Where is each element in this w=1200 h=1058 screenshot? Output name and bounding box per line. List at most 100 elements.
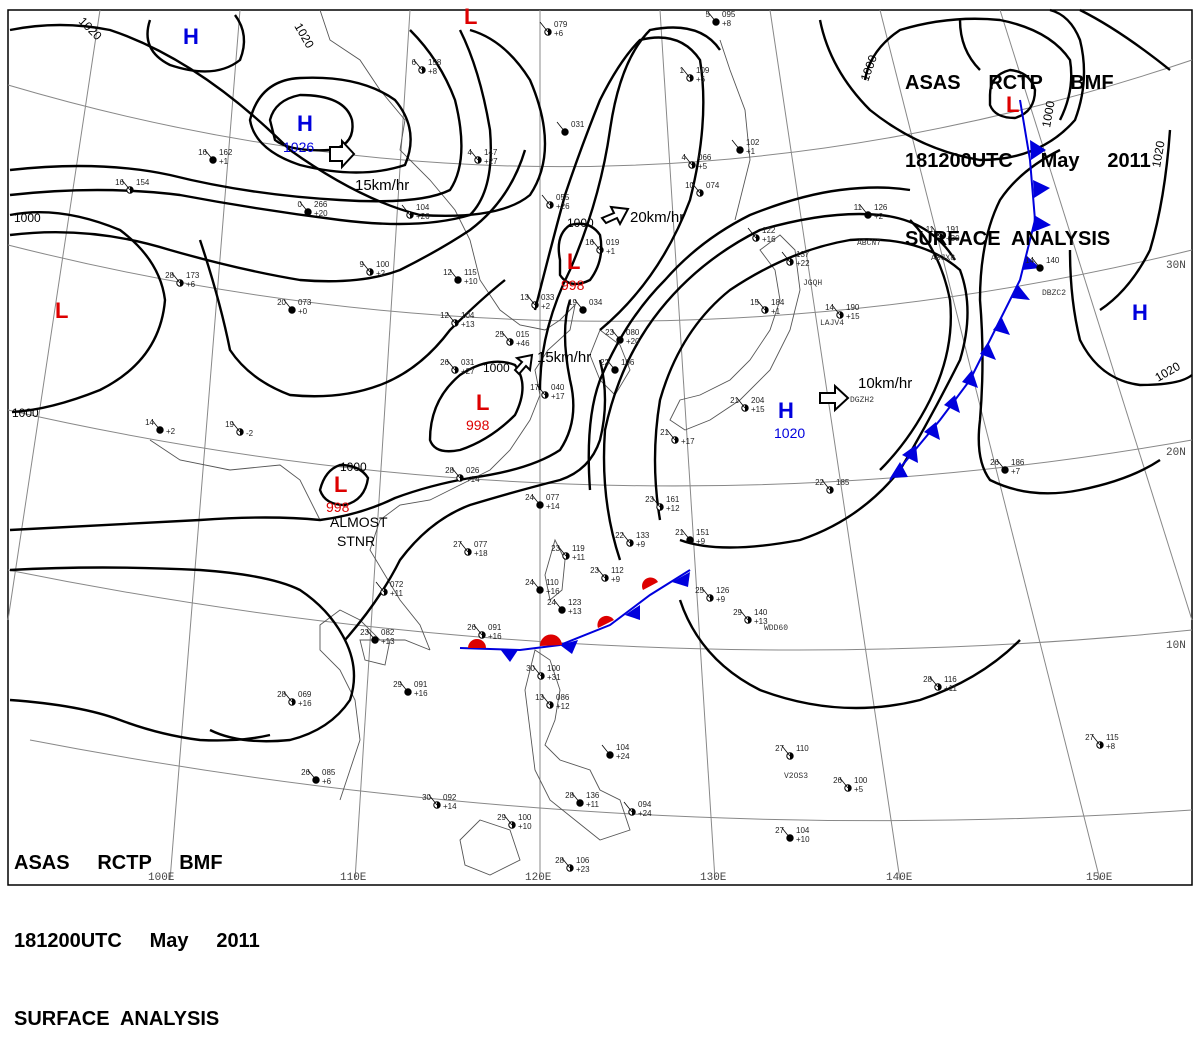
wind-barb bbox=[553, 599, 563, 611]
ship-id: WDD60 bbox=[764, 624, 788, 633]
station-plot: 25 015+46 bbox=[495, 330, 530, 348]
station-plot: 072+11 bbox=[375, 580, 404, 598]
station-cloud-cover bbox=[548, 28, 552, 36]
meridian-160e bbox=[999, 9, 1193, 621]
high-center-1026-value: 1026 bbox=[283, 139, 314, 155]
station-temp: 28 bbox=[445, 466, 454, 475]
station-tendency: +46 bbox=[516, 339, 530, 348]
ship-id: DBZC2 bbox=[1042, 289, 1066, 298]
station-temp: 25 bbox=[695, 586, 704, 595]
station-pressure: 109 bbox=[696, 66, 710, 75]
station-plot: 9 100+2 bbox=[360, 260, 390, 278]
station-cloud-cover bbox=[213, 156, 217, 164]
station-pressure: 161 bbox=[666, 495, 680, 504]
station-tendency: +16 bbox=[488, 632, 502, 641]
station-pressure: 091 bbox=[414, 680, 428, 689]
meridian-110e bbox=[354, 9, 411, 881]
station-pressure: 100 bbox=[518, 813, 532, 822]
station-tendency: +15 bbox=[846, 312, 860, 321]
station-temp: 26 bbox=[833, 776, 842, 785]
station-plot: 26 100+5 bbox=[833, 776, 868, 794]
station-temp: 1 bbox=[680, 66, 685, 75]
station-temp: 12 bbox=[440, 311, 449, 320]
wind-barb bbox=[839, 777, 849, 789]
station-pressure: 104 bbox=[416, 203, 430, 212]
wind-barb bbox=[503, 814, 513, 826]
station-plot: 28 106+23 bbox=[555, 856, 590, 874]
station-tendency: +13 bbox=[381, 637, 395, 646]
station-cloud-cover bbox=[675, 436, 679, 444]
station-pressure: 034 bbox=[589, 298, 603, 307]
isobar-east-mid bbox=[879, 219, 953, 471]
station-pressure: 186 bbox=[1011, 458, 1025, 467]
station-tendency: +11 bbox=[390, 589, 404, 598]
station-cloud-cover bbox=[550, 201, 554, 209]
station-pressure: 079 bbox=[554, 20, 568, 29]
station-cloud-cover bbox=[765, 306, 769, 314]
station-pressure: 106 bbox=[621, 358, 635, 367]
station-tendency: +1 bbox=[771, 307, 781, 316]
station-plot: 104+24 bbox=[601, 743, 630, 761]
isobar-label: 1000 bbox=[1039, 99, 1057, 128]
meridian-150e bbox=[879, 9, 1101, 881]
station-plot: 26 091+16 bbox=[467, 623, 502, 641]
station-cloud-cover bbox=[600, 246, 604, 254]
station-pressure: 077 bbox=[474, 540, 488, 549]
wind-barb bbox=[681, 529, 691, 541]
station-pressure: 102 bbox=[746, 138, 760, 147]
station-cloud-cover bbox=[748, 616, 752, 624]
motion-arrow-high-1026 bbox=[329, 138, 356, 170]
isobar-mid-3 bbox=[9, 149, 527, 283]
station-temp: 25 bbox=[495, 330, 504, 339]
station-temp: 22 bbox=[815, 478, 824, 487]
station-temp: 21 bbox=[675, 528, 684, 537]
station-temp: 27 bbox=[775, 826, 784, 835]
station-temp: 24 bbox=[525, 493, 534, 502]
wind-barb bbox=[707, 11, 717, 23]
station-temp: 23 bbox=[605, 328, 614, 337]
lon-label: 120E bbox=[525, 872, 552, 884]
isobar-label: 1020 bbox=[1149, 139, 1167, 168]
station-temp: 11 bbox=[926, 225, 935, 234]
coast-hainan bbox=[359, 639, 391, 666]
station-pressure: 106 bbox=[576, 856, 590, 865]
high-center-east: H bbox=[1132, 300, 1148, 325]
stationary-note-line2: STNR bbox=[337, 533, 375, 549]
isobar-1020-north bbox=[9, 23, 547, 218]
station-cloud-cover bbox=[292, 698, 296, 706]
station-tendency: +1 bbox=[746, 147, 756, 156]
isobar-east-1 bbox=[602, 212, 957, 561]
wind-barb bbox=[501, 331, 511, 343]
station-cloud-cover bbox=[830, 486, 834, 494]
station-tendency: +17 bbox=[551, 392, 565, 401]
wind-barb bbox=[601, 744, 611, 756]
station-cloud-cover bbox=[545, 391, 549, 399]
station-plot: 21 204+15 bbox=[730, 396, 765, 414]
station-pressure: 040 bbox=[551, 383, 565, 392]
station-cloud-cover bbox=[540, 586, 544, 594]
station-temp: 28 bbox=[277, 690, 286, 699]
station-temp: 29 bbox=[393, 680, 402, 689]
station-cloud-cover bbox=[565, 128, 569, 136]
station-plot: 137+22 bbox=[781, 250, 810, 268]
motion-label-1: 15km/hr bbox=[355, 177, 409, 194]
station-plot: 122+16 bbox=[747, 226, 776, 244]
wind-barb bbox=[446, 359, 456, 371]
station-temp: 24 bbox=[547, 598, 556, 607]
station-plot: 26 085+6 bbox=[301, 768, 336, 786]
station-temp: 15 bbox=[750, 298, 759, 307]
station-temp: 13 bbox=[535, 693, 544, 702]
wind-barb bbox=[307, 769, 317, 781]
motion-label-2: 20km/hr bbox=[630, 209, 684, 226]
wind-barb bbox=[399, 681, 409, 693]
high-center-jp: H bbox=[778, 398, 794, 423]
station-temp: 23 bbox=[551, 544, 560, 553]
station-tendency: +11 bbox=[586, 800, 600, 809]
isobar-label: 1000 bbox=[14, 211, 41, 225]
station-cloud-cover bbox=[605, 574, 609, 582]
wind-barb bbox=[231, 421, 241, 433]
station-cloud-cover bbox=[375, 636, 379, 644]
wind-barb bbox=[561, 857, 571, 869]
motion-label-4: 10km/hr bbox=[858, 375, 912, 392]
station-plot: 055+26 bbox=[541, 193, 570, 211]
